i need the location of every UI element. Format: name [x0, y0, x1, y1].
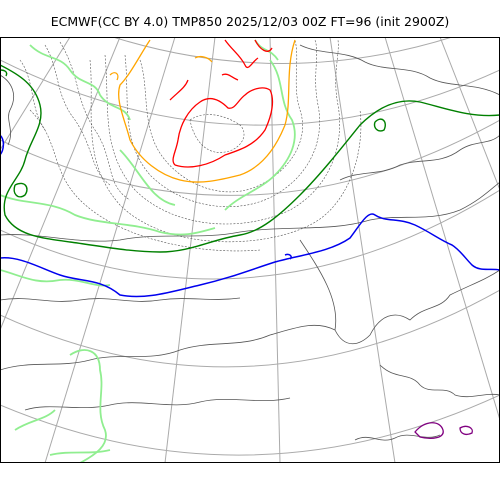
- graticule: [0, 37, 500, 463]
- isotherm-line: [104, 39, 340, 225]
- latitude-line: [0, 189, 500, 280]
- meridian-line: [384, 37, 500, 421]
- isotherm-line: [414, 422, 444, 439]
- meridian-line: [164, 37, 216, 463]
- isotherms-green: [0, 64, 500, 253]
- isotherm-line: [69, 349, 107, 463]
- meridian-line: [329, 37, 396, 463]
- isotherms-red: [169, 39, 274, 168]
- isotherm-line: [254, 39, 273, 52]
- isotherm-line: [221, 73, 239, 81]
- isotherms-orange: [109, 39, 296, 183]
- isotherm-line: [254, 39, 279, 61]
- coastline-segment: [0, 324, 336, 371]
- isotherm-line: [14, 409, 56, 431]
- isotherm-line: [118, 39, 296, 183]
- isotherm-line: [0, 213, 500, 298]
- latitude-line: [0, 119, 500, 196]
- isotherm-line: [19, 59, 46, 131]
- map-frame: [0, 37, 500, 463]
- meridian-line: [0, 37, 121, 331]
- isotherm-line: [124, 39, 320, 207]
- isotherm-line: [0, 64, 500, 253]
- coastline-segment: [24, 397, 291, 411]
- map-title: ECMWF(CC BY 4.0) TMP850 2025/12/03 00Z F…: [50, 14, 450, 29]
- isotherm-line: [59, 41, 131, 201]
- meridian-line: [269, 37, 281, 463]
- isotherms-minor: [19, 39, 362, 252]
- coastline-segment: [0, 74, 14, 146]
- coastline-segment: [379, 364, 500, 398]
- isotherm-line: [119, 149, 176, 206]
- isotherm-line: [49, 449, 111, 456]
- isotherm-line: [44, 44, 111, 186]
- isotherm-line: [172, 87, 274, 168]
- isotherm-line: [29, 44, 131, 121]
- isotherm-line: [109, 72, 119, 81]
- isotherms-purple: [414, 422, 473, 439]
- isotherm-line: [139, 39, 303, 193]
- isotherm-line: [29, 109, 261, 252]
- isotherm-line: [189, 114, 245, 153]
- isotherm-line: [0, 69, 8, 77]
- isotherm-line: [224, 59, 296, 211]
- latitude-line: [0, 59, 500, 126]
- coastline-segment: [299, 44, 500, 96]
- coastline: [0, 44, 500, 441]
- latitude-line: [0, 394, 500, 456]
- isotherm-line: [224, 39, 259, 69]
- isotherm-line: [13, 182, 28, 198]
- isotherms-light-green: [0, 39, 296, 463]
- isotherm-line: [0, 269, 111, 287]
- isotherm-line: [194, 55, 213, 63]
- isotherm-line: [373, 118, 386, 132]
- coastline-segment: [339, 134, 500, 181]
- isotherm-line: [459, 425, 473, 435]
- isotherm-line: [284, 253, 292, 260]
- coastline-segment: [354, 434, 441, 441]
- coastline-segment: [299, 239, 500, 345]
- latitude-line: [111, 37, 454, 64]
- coastline-segment: [0, 297, 241, 302]
- coastline-segment: [0, 181, 500, 242]
- latitude-line: [0, 289, 500, 368]
- isotherm-line: [89, 59, 362, 243]
- isotherm-line: [169, 79, 189, 101]
- isotherm-line: [0, 194, 216, 236]
- meridian-line: [44, 37, 176, 463]
